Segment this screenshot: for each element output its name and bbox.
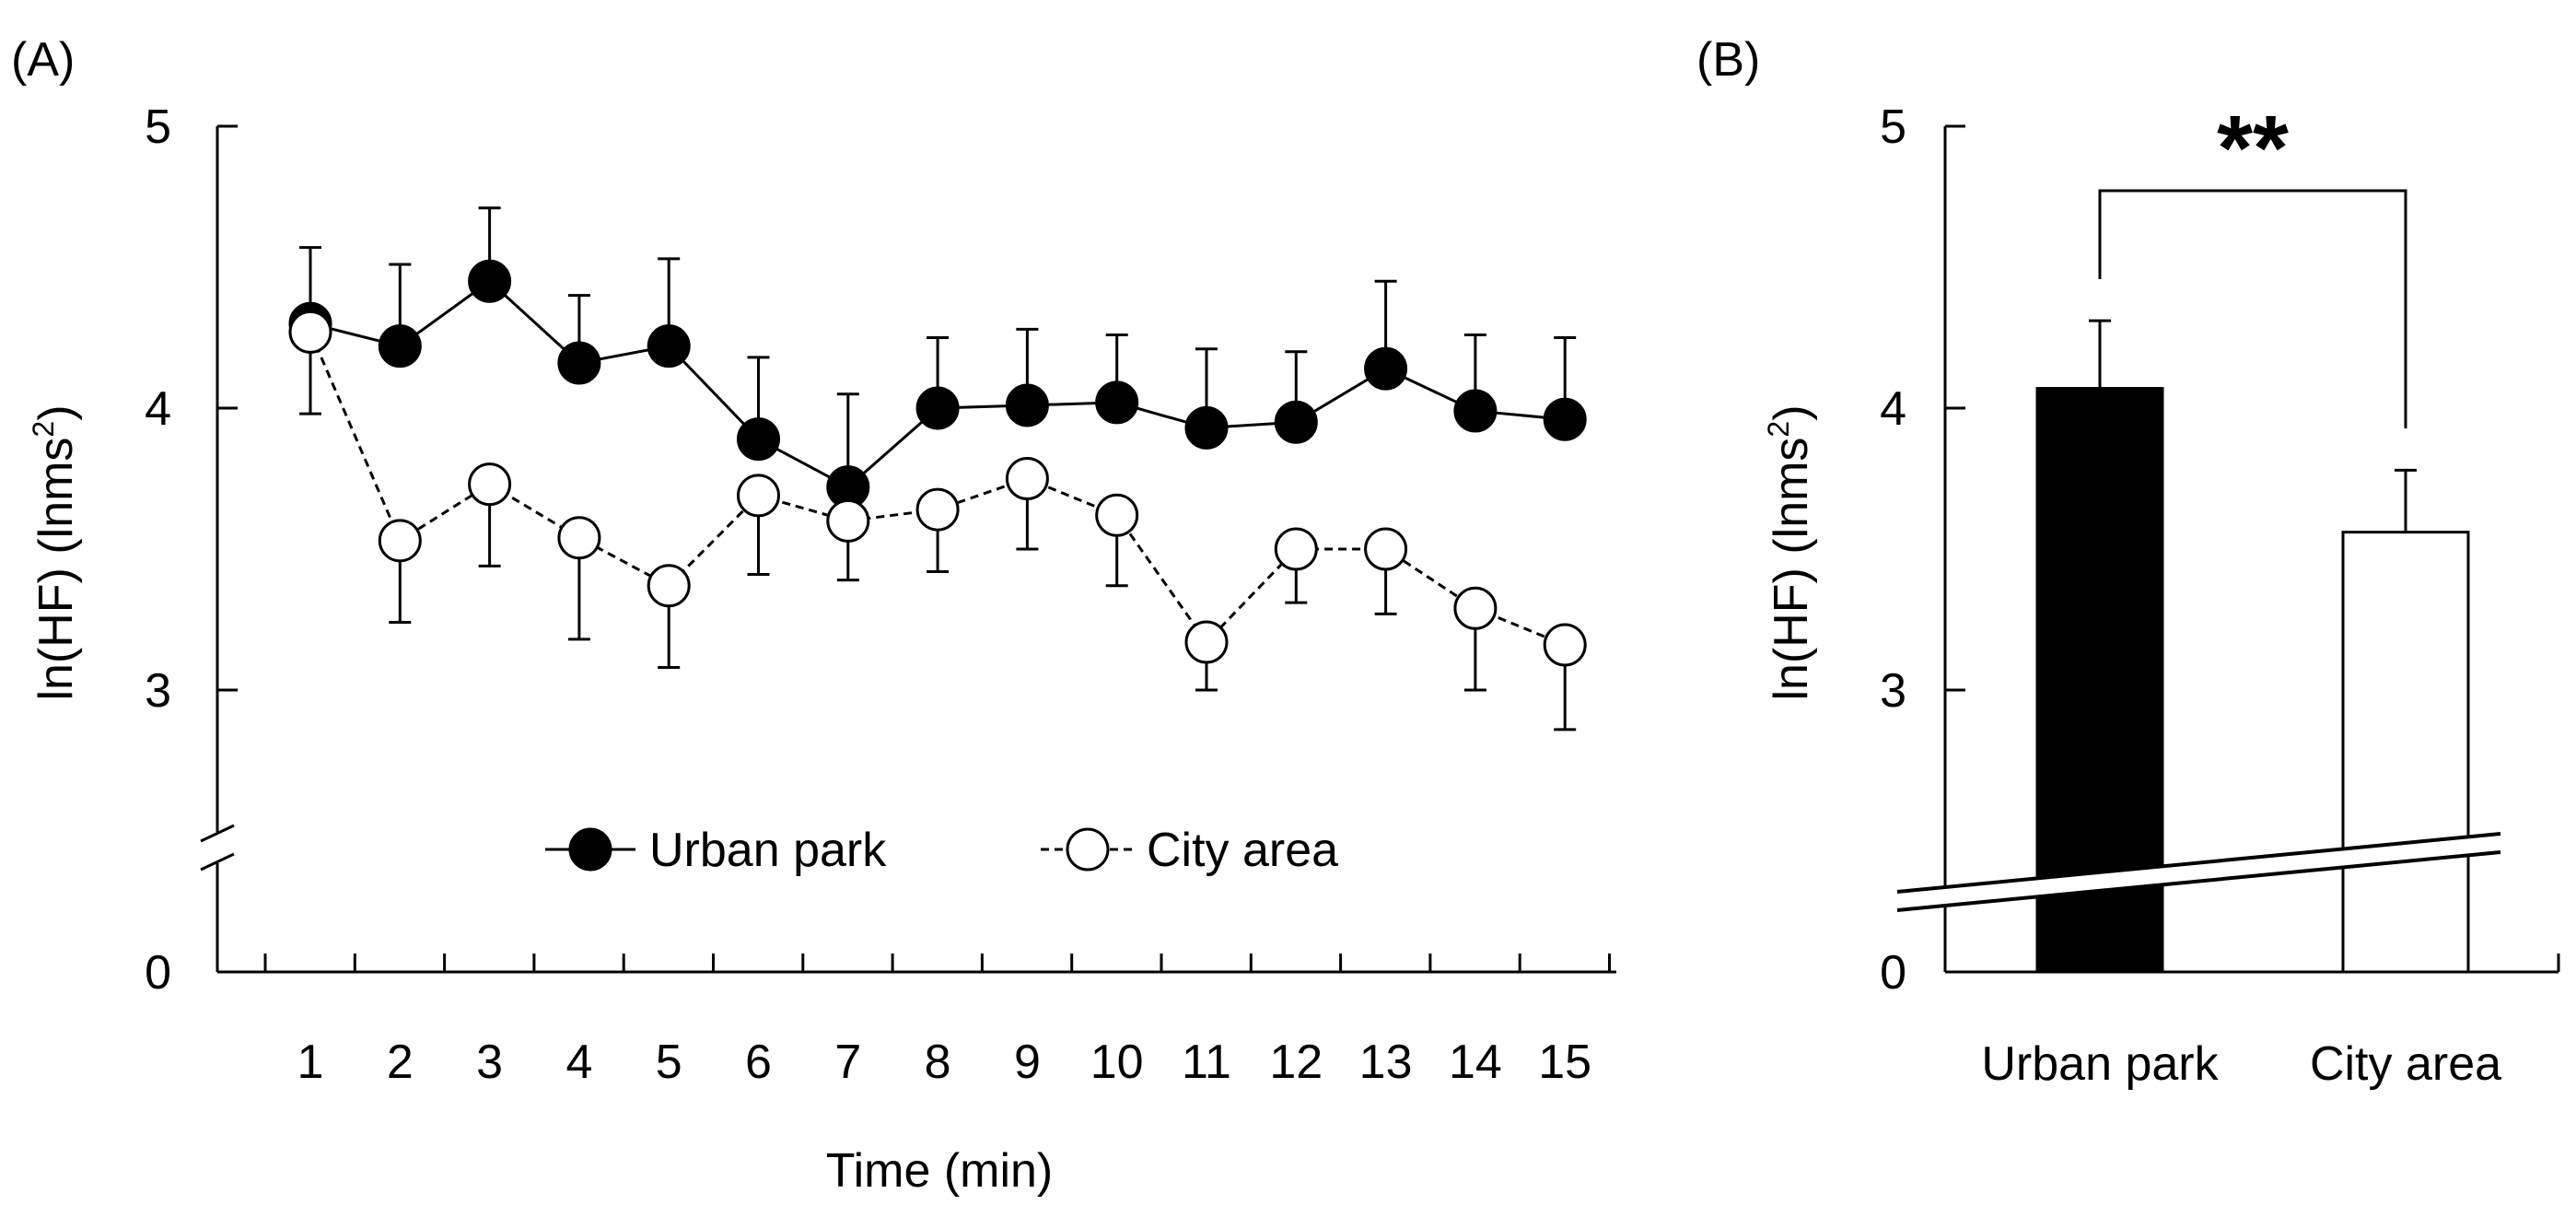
y-tick-label: 0 (1880, 946, 1906, 1000)
x-tick-label: 9 (1014, 1036, 1041, 1089)
x-tick-label: 4 (565, 1036, 592, 1089)
y-tick-label: 4 (145, 382, 171, 436)
panel-b: (B) ln(HF) (lnms2) 5 4 3 0 Urban park City a… (1696, 33, 2560, 1091)
bar-city-area (2341, 531, 2470, 974)
point-urban-park (1274, 400, 1318, 444)
axis-break-band (1897, 834, 2500, 910)
panel-b-ylabel: ln(HF) (lnms2) (1762, 404, 1818, 700)
x-tick-label: 10 (1090, 1036, 1144, 1089)
panel-a-axes (200, 126, 1616, 974)
axis-break-mark (1896, 850, 2501, 912)
x-tick-label: 3 (476, 1036, 503, 1089)
x-tick-label: 8 (925, 1036, 951, 1089)
point-city-area (915, 487, 960, 532)
x-tick-label: 2 (387, 1036, 414, 1089)
legend: Urban park City area (545, 824, 1338, 877)
point-urban-park (1453, 389, 1498, 433)
point-urban-park (647, 324, 691, 369)
y-tick-label: 3 (1880, 664, 1906, 718)
point-city-area (468, 462, 512, 507)
legend-marker-urban-park (568, 827, 612, 872)
y-tick-label: 3 (145, 664, 171, 718)
point-city-area (826, 498, 870, 543)
legend-label-city-area: City area (1147, 824, 1338, 877)
point-urban-park (737, 417, 780, 462)
significance-label: ** (2217, 97, 2289, 200)
y-tick-label: 0 (145, 946, 171, 1000)
point-city-area (1005, 457, 1049, 500)
x-tick-label: 13 (1359, 1036, 1413, 1089)
point-urban-park (1184, 405, 1229, 450)
significance-bracket: ** (2098, 97, 2407, 428)
panel-a-xlabel: Time (min) (826, 1144, 1054, 1198)
legend-marker-city-area (1066, 827, 1110, 872)
panel-a-series (288, 206, 1587, 731)
x-tick-label: 7 (834, 1036, 861, 1089)
legend-label-urban-park: Urban park (649, 824, 887, 877)
significance-line (2098, 189, 2407, 428)
point-urban-park (557, 341, 601, 385)
category-label: Urban park (1981, 1037, 2219, 1091)
axis-break-mark (200, 824, 235, 843)
x-tick-label: 15 (1538, 1036, 1591, 1089)
point-urban-park (915, 386, 960, 430)
point-city-area (1543, 623, 1587, 667)
y-tick-label: 5 (145, 100, 171, 154)
point-urban-park (1543, 397, 1587, 441)
y-tick-label: 4 (1880, 382, 1906, 436)
x-tick-label: 12 (1269, 1036, 1323, 1089)
x-tick-label: 6 (745, 1036, 772, 1089)
point-city-area (737, 474, 780, 518)
x-tick-label: 11 (1182, 1036, 1231, 1089)
panel-b-label: (B) (1696, 33, 1760, 87)
axis-break-mark (1896, 832, 2501, 894)
point-city-area (557, 516, 601, 560)
point-city-area (1274, 527, 1318, 571)
y-tick-label: 5 (1880, 100, 1906, 154)
point-city-area (1095, 493, 1139, 537)
point-city-area (647, 564, 691, 608)
point-urban-park (1005, 383, 1049, 427)
point-urban-park (378, 324, 422, 369)
x-tick-label: 14 (1449, 1036, 1502, 1089)
point-city-area (1453, 586, 1498, 630)
point-urban-park (468, 259, 512, 303)
point-city-area (1364, 527, 1408, 571)
point-urban-park (1364, 346, 1408, 391)
panel-a-ylabel: ln(HF) (lnms2) (27, 404, 83, 700)
point-city-area (378, 519, 422, 563)
point-city-area (1184, 620, 1229, 664)
panel-a-label: (A) (11, 33, 75, 87)
category-label: City area (2310, 1037, 2501, 1091)
point-urban-park (1095, 380, 1139, 425)
axis-break-mark (200, 852, 235, 872)
panel-b-bars: Urban park City area (1896, 319, 2501, 1091)
x-tick-label: 5 (656, 1036, 682, 1089)
x-tick-label: 1 (297, 1036, 324, 1089)
point-city-area (288, 310, 332, 354)
